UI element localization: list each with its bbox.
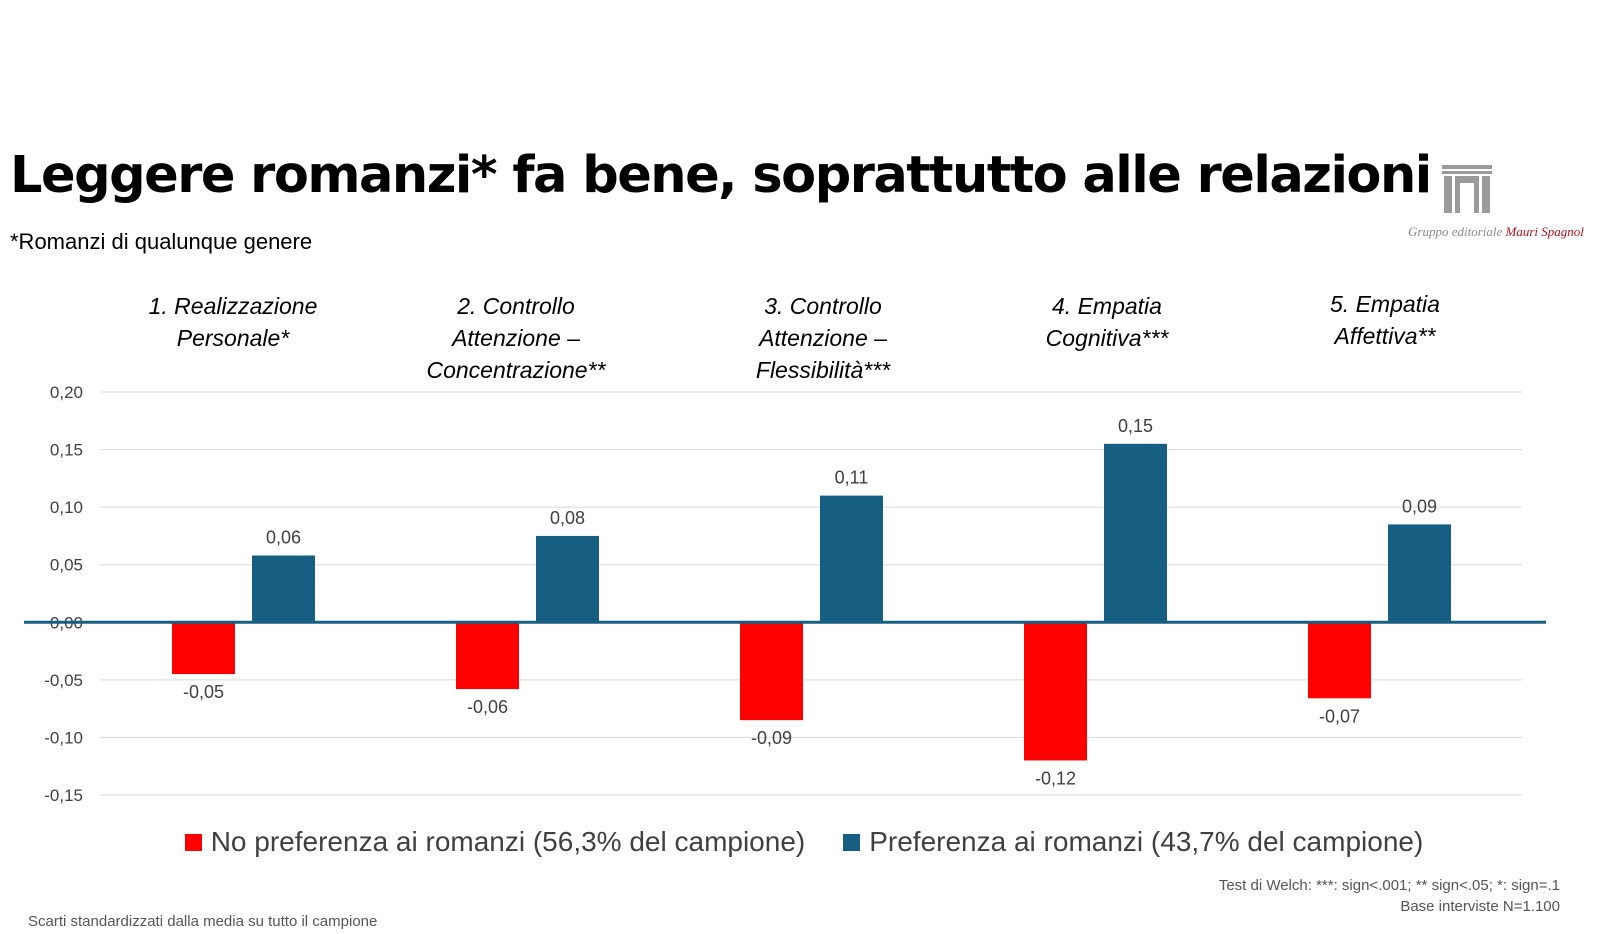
- footnote-base: Base interviste N=1.100: [1400, 898, 1560, 915]
- y-tick-label: 0,20: [50, 383, 83, 402]
- logo-prefix: Gruppo editoriale: [1408, 224, 1503, 239]
- data-label: -0,12: [1035, 768, 1076, 788]
- category-label: 4. Empatia Cognitiva***: [977, 290, 1237, 354]
- footnote-method: Scarti standardizzati dalla media su tut…: [28, 913, 378, 930]
- y-tick-label: -0,10: [44, 728, 83, 747]
- bar-no-preference: [172, 622, 235, 675]
- bar-no-preference: [740, 622, 803, 721]
- page-subtitle: *Romanzi di qualunque genere: [10, 229, 313, 254]
- data-label: 0,08: [550, 508, 585, 528]
- y-tick-label: -0,15: [44, 786, 83, 805]
- bar-preference: [1388, 524, 1451, 623]
- data-label: 0,06: [266, 528, 301, 548]
- category-label-line: 3. Controllo: [764, 293, 882, 319]
- y-tick-label: 0,05: [50, 556, 83, 575]
- bar-no-preference: [456, 622, 519, 690]
- legend-swatch-red: [184, 833, 202, 851]
- publisher-logo-text: Gruppo editoriale Mauri Spagnol: [1408, 224, 1608, 240]
- legend-item-preference: Preferenza ai romanzi (43,7% del campion…: [843, 826, 1423, 858]
- bar-no-preference: [1308, 622, 1371, 699]
- bar-preference: [1104, 443, 1167, 623]
- data-label: 0,15: [1118, 416, 1153, 436]
- data-label: -0,07: [1319, 706, 1360, 726]
- bar-preference: [252, 555, 315, 623]
- category-label-line: 2. Controllo: [457, 293, 575, 319]
- bar-preference: [536, 535, 599, 623]
- category-label-line: 4. Empatia: [1052, 293, 1162, 319]
- logo-brand: Mauri Spagnol: [1505, 224, 1584, 239]
- category-label-line: 5. Empatia: [1330, 291, 1440, 317]
- category-label: 5. Empatia Affettiva**: [1255, 288, 1515, 352]
- bar-preference: [820, 495, 883, 623]
- y-tick-label: 0,15: [50, 441, 83, 460]
- data-label: 0,09: [1402, 496, 1437, 516]
- category-label-line: Concentrazione**: [426, 357, 606, 383]
- footnote-test: Test di Welch: ***: sign<.001; ** sign<.…: [1218, 877, 1560, 894]
- y-tick-label: 0,10: [50, 498, 83, 517]
- chart-legend: No preferenza ai romanzi (56,3% del camp…: [0, 826, 1608, 858]
- y-tick-label: -0,05: [44, 671, 83, 690]
- data-label: -0,09: [751, 728, 792, 748]
- category-label-line: Attenzione –: [759, 325, 887, 351]
- category-label-line: Cognitiva***: [1045, 325, 1169, 351]
- publisher-logo-icon: [1442, 165, 1492, 213]
- category-label-line: Affettiva**: [1334, 323, 1436, 349]
- legend-item-no-preference: No preferenza ai romanzi (56,3% del camp…: [184, 826, 806, 858]
- category-label: 3. Controllo Attenzione – Flessibilità***: [693, 290, 953, 386]
- category-label-line: Personale*: [176, 325, 290, 351]
- category-label: 2. Controllo Attenzione – Concentrazione**: [386, 290, 646, 386]
- data-label: 0,11: [835, 468, 869, 488]
- data-label: -0,05: [183, 682, 224, 702]
- footnote-stats: Test di Welch: ***: sign<.001; ** sign<.…: [1219, 875, 1560, 917]
- bar-no-preference: [1024, 622, 1087, 761]
- category-label-line: 1. Realizzazione: [148, 293, 318, 319]
- legend-label-no-preference: No preferenza ai romanzi (56,3% del camp…: [210, 826, 806, 857]
- category-label-line: Flessibilità***: [755, 357, 891, 383]
- page-title: Leggere romanzi* fa bene, soprattutto al…: [10, 146, 1432, 205]
- legend-label-preference: Preferenza ai romanzi (43,7% del campion…: [869, 826, 1424, 857]
- data-label: -0,06: [467, 697, 508, 717]
- category-label-line: Attenzione –: [452, 325, 580, 351]
- legend-swatch-blue: [843, 833, 861, 851]
- category-label: 1. Realizzazione Personale*: [103, 290, 363, 354]
